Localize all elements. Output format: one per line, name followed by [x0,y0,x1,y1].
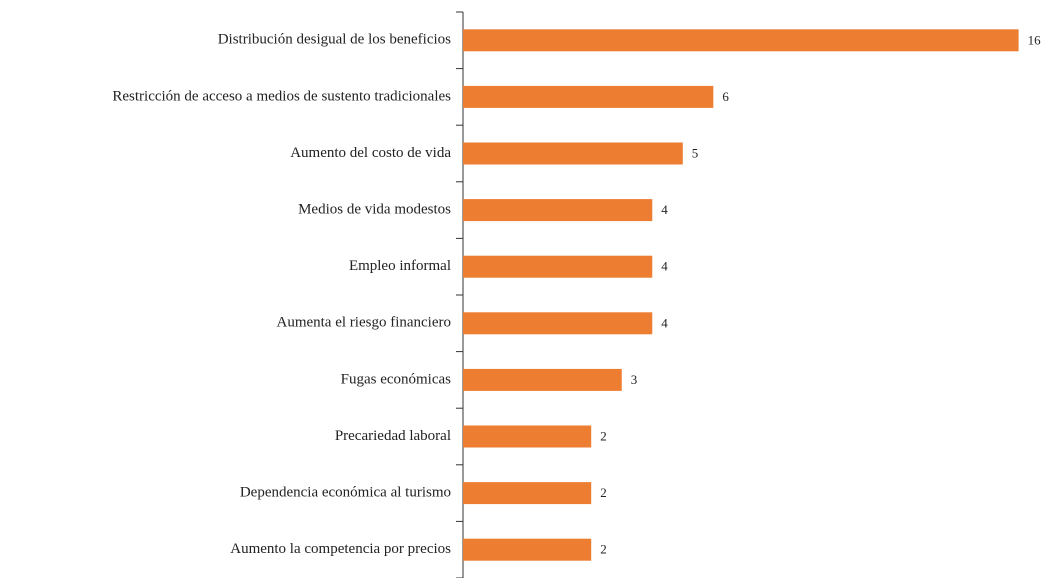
bar [463,255,653,278]
category-label: Restricción de acceso a medios de susten… [112,88,451,104]
bar [463,142,683,165]
category-label: Aumento la competencia por precios [230,541,451,557]
bar [463,368,622,391]
bar [463,85,714,108]
category-label: Aumenta el riesgo financiero [276,315,451,331]
category-label: Fugas económicas [341,371,452,387]
bar [463,425,592,448]
value-label: 6 [722,89,729,104]
category-label: Dependencia económica al turismo [240,485,451,501]
bar [463,29,1019,52]
bar [463,538,592,561]
category-label: Precariedad laboral [335,428,451,444]
value-label: 16 [1028,32,1042,47]
value-label: 3 [631,372,638,387]
category-label: Distribución desigual de los beneficios [218,32,451,48]
category-label: Empleo informal [349,258,451,274]
value-label: 2 [600,485,607,500]
value-label: 2 [600,542,607,557]
bar [463,199,653,222]
category-label: Aumento del costo de vida [290,145,451,161]
value-label: 4 [661,315,668,330]
value-label: 4 [661,202,668,217]
value-label: 5 [692,145,699,160]
category-label: Medios de vida modestos [298,202,451,218]
value-label: 2 [600,428,607,443]
bar [463,312,653,335]
bar [463,482,592,505]
value-label: 4 [661,259,668,274]
